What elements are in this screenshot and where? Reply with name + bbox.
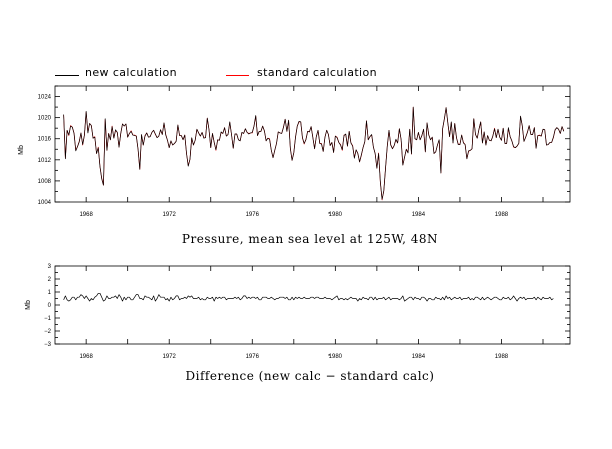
pressure-y-tick-label: 1024	[38, 95, 52, 101]
difference-x-tick-label: 1968	[79, 354, 93, 360]
difference-y-axis: −3 −2 −1 0 1 2 3	[44, 264, 570, 348]
pressure-x-tick-label: 1968	[79, 212, 93, 218]
pressure-x-axis: 1968 1972 1976 1980 1984 1988	[79, 86, 544, 218]
difference-y-tick-label: −3	[44, 342, 52, 348]
difference-x-tick-label: 1980	[329, 354, 343, 360]
difference-y-tick-label: 1	[48, 290, 52, 296]
difference-x-tick-label: 1976	[246, 354, 260, 360]
difference-y-tick-label: 0	[48, 303, 52, 309]
difference-y-tick-label: 3	[48, 264, 52, 270]
pressure-y-tick-label: 1012	[38, 158, 52, 164]
difference-chart-title: Difference (new calc − standard calc)	[186, 369, 435, 383]
pressure-series-new-calculation	[63, 106, 565, 200]
pressure-x-tick-label: 1984	[412, 212, 426, 218]
pressure-panel: 1004 1008 1012 1016 1020 1024 1968 1972 1976 198…	[18, 85, 571, 246]
pressure-y-axis: 1004 1008 1012 1016 1020 1024	[38, 85, 570, 206]
difference-x-axis: 1968 1972 1976 1980 1984 1988	[79, 266, 544, 360]
pressure-y-tick-label: 1020	[38, 116, 52, 122]
pressure-series-group	[63, 106, 565, 214]
legend-label-new: new calculation	[85, 66, 177, 79]
difference-series-difference	[63, 292, 554, 302]
legend: new calculation standard calculation	[55, 66, 377, 79]
difference-y-label: Mb	[25, 300, 32, 310]
difference-axis-dot	[328, 354, 330, 356]
pressure-x-tick-label: 1972	[163, 212, 177, 218]
pressure-y-tick-label: 1016	[38, 137, 52, 143]
pressure-x-tick-label: 1976	[246, 212, 260, 218]
pressure-axis-dot	[328, 212, 330, 214]
pressure-y-label: Mb	[18, 145, 25, 155]
pressure-x-tick-label: 1988	[495, 212, 509, 218]
difference-y-tick-label: −1	[44, 316, 52, 322]
pressure-plot-frame	[54, 85, 571, 203]
difference-x-tick-label: 1972	[163, 354, 177, 360]
difference-y-tick-label: 2	[48, 277, 52, 283]
legend-label-standard: standard calculation	[257, 66, 377, 79]
difference-x-tick-label: 1988	[495, 354, 509, 360]
difference-series-group	[63, 292, 554, 356]
difference-x-tick-label: 1984	[412, 354, 426, 360]
pressure-x-tick-label: 1980	[329, 212, 343, 218]
difference-y-tick-label: −2	[44, 329, 52, 335]
pressure-y-tick-label: 1004	[38, 200, 52, 206]
pressure-chart-title: Pressure, mean sea level at 125W, 48N	[182, 232, 438, 246]
difference-panel: −3 −2 −1 0 1 2 3 1968 1972 1976 1980 1984 1988 Mb D…	[25, 264, 571, 383]
pressure-y-tick-label: 1008	[38, 179, 52, 185]
